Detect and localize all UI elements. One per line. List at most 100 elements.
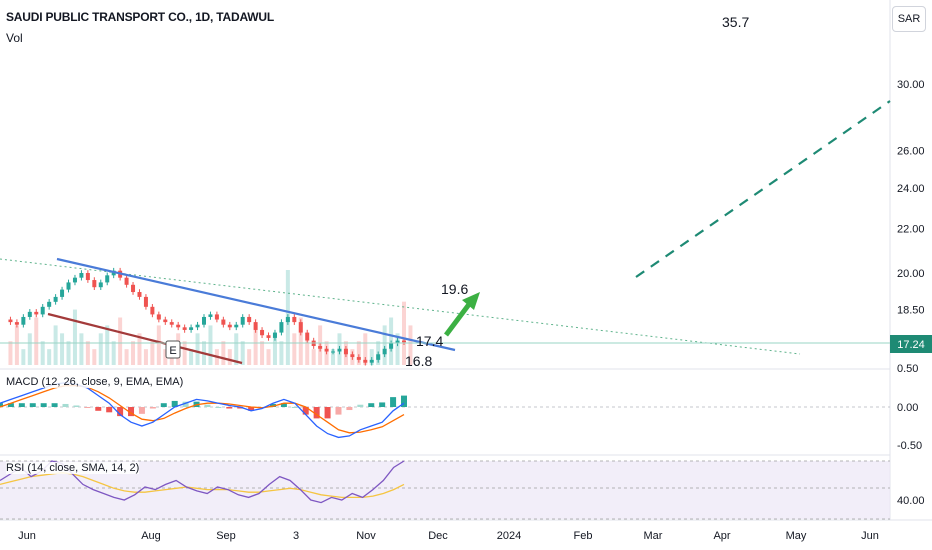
volume-bar: [182, 341, 187, 365]
candle-body: [53, 296, 58, 302]
candle-body: [285, 316, 290, 323]
candle-body: [214, 314, 219, 320]
candle-body: [402, 340, 406, 343]
volume-bar: [240, 341, 245, 365]
volume-bar: [402, 301, 406, 365]
volume-bar: [247, 349, 252, 365]
macd-histogram-bar: [138, 407, 145, 414]
candle-body: [85, 273, 90, 281]
macd-histogram-bar: [346, 407, 353, 411]
candle-body: [143, 296, 148, 307]
price-tick-4: 20.00: [897, 268, 925, 280]
macd-histogram-bar: [335, 407, 342, 415]
volume-bar: [382, 325, 387, 365]
last-price-value: 17.24: [897, 339, 925, 351]
volume-bar: [79, 333, 84, 365]
macd-histogram-bar: [280, 403, 287, 407]
candle-body: [331, 351, 336, 353]
rsi-tick-0: 40.00: [897, 495, 925, 507]
symbol-title[interactable]: SAUDI PUBLIC TRANSPORT CO., 1D, TADAWUL: [6, 10, 274, 24]
volume-bar: [331, 349, 336, 365]
candle-body: [382, 348, 387, 355]
rsi-band: [0, 461, 890, 519]
macd-histogram-bar: [51, 403, 58, 407]
volume-bar: [163, 349, 168, 365]
macd-histogram-bar: [62, 403, 69, 407]
volume-bar: [131, 341, 136, 365]
price-tick-5: 18.50: [897, 304, 925, 316]
candle-body: [47, 301, 52, 307]
volume-bar: [124, 349, 129, 365]
volume-bar: [105, 325, 110, 365]
candle-body: [253, 322, 258, 330]
macd-layer: [0, 382, 407, 439]
annotation-resistance: 17.4: [416, 333, 443, 349]
volume-bar: [395, 333, 400, 365]
time-tick-11: Jun: [861, 530, 879, 542]
volume-bar: [279, 341, 284, 365]
candle-body: [92, 280, 97, 288]
earnings-marker[interactable]: E: [165, 340, 181, 359]
candle-body: [376, 354, 381, 360]
volume-bar: [98, 333, 103, 365]
last-price-badge: 17.24: [890, 335, 932, 353]
macd-histogram-bar: [95, 407, 102, 411]
macd-histogram-bar: [182, 401, 189, 407]
candle-body: [66, 282, 71, 290]
volume-bar: [53, 325, 58, 365]
candle-body: [221, 319, 226, 325]
candle-body: [150, 306, 155, 315]
annotation-target: 19.6: [441, 281, 468, 297]
volume-bar: [253, 325, 258, 365]
macd-tick-0: 0.50: [897, 363, 918, 375]
candle-body: [131, 284, 136, 293]
time-tick-10: May: [786, 530, 807, 542]
macd-histogram-bar: [215, 407, 222, 408]
volume-bar: [118, 317, 123, 365]
macd-legend[interactable]: MACD (12, 26, close, 9, EMA, EMA): [6, 376, 184, 388]
volume-bar: [221, 341, 226, 365]
volume-label[interactable]: Vol: [6, 31, 23, 45]
candle-body: [202, 316, 206, 325]
volume-bar: [143, 349, 148, 365]
macd-histogram-bar: [226, 407, 233, 409]
volume-bar: [234, 333, 239, 365]
candle-body: [208, 314, 213, 317]
macd-signal-line: [0, 385, 405, 434]
candle-body: [324, 348, 329, 352]
volume-bar: [27, 333, 32, 365]
price-tick-3: 22.00: [897, 224, 925, 236]
volume-bar: [137, 333, 142, 365]
candle-body: [21, 316, 26, 325]
candle-body: [60, 289, 65, 297]
macd-axis[interactable]: 0.00 -0.50: [897, 402, 922, 452]
time-tick-1: Aug: [141, 530, 161, 542]
volume-bar: [363, 333, 368, 365]
volume-bar: [40, 341, 45, 365]
time-tick-7: Feb: [574, 530, 593, 542]
currency-button[interactable]: SAR: [892, 6, 926, 32]
volume-bar: [292, 333, 297, 365]
candle-body: [8, 319, 13, 323]
rsi-axis[interactable]: 40.00: [897, 495, 925, 507]
candle-body: [337, 348, 342, 352]
volume-bar: [111, 341, 116, 365]
candle-body: [260, 329, 265, 336]
upper-channel-trendline: [56, 257, 456, 352]
macd-histogram-bar: [269, 403, 276, 407]
rsi-legend[interactable]: RSI (14, close, SMA, 14, 2): [6, 462, 140, 474]
time-tick-9: Apr: [713, 530, 730, 542]
candle-body: [34, 311, 39, 315]
price-axis[interactable]: 30.00 26.00 24.00 22.00 20.00 18.50: [897, 79, 925, 316]
volume-bar: [305, 341, 310, 365]
candle-body: [14, 322, 19, 325]
volume-bar: [156, 325, 161, 365]
volume-bar: [408, 325, 413, 365]
time-axis[interactable]: Jun Aug Sep 3 Nov Dec 2024 Feb Mar Apr May Jun: [18, 530, 879, 542]
volume-bar: [72, 309, 77, 365]
candle-body: [272, 332, 277, 338]
volume-bar: [266, 349, 271, 365]
macd-histogram-bar: [291, 407, 298, 408]
macd-histogram-bar: [7, 403, 14, 407]
